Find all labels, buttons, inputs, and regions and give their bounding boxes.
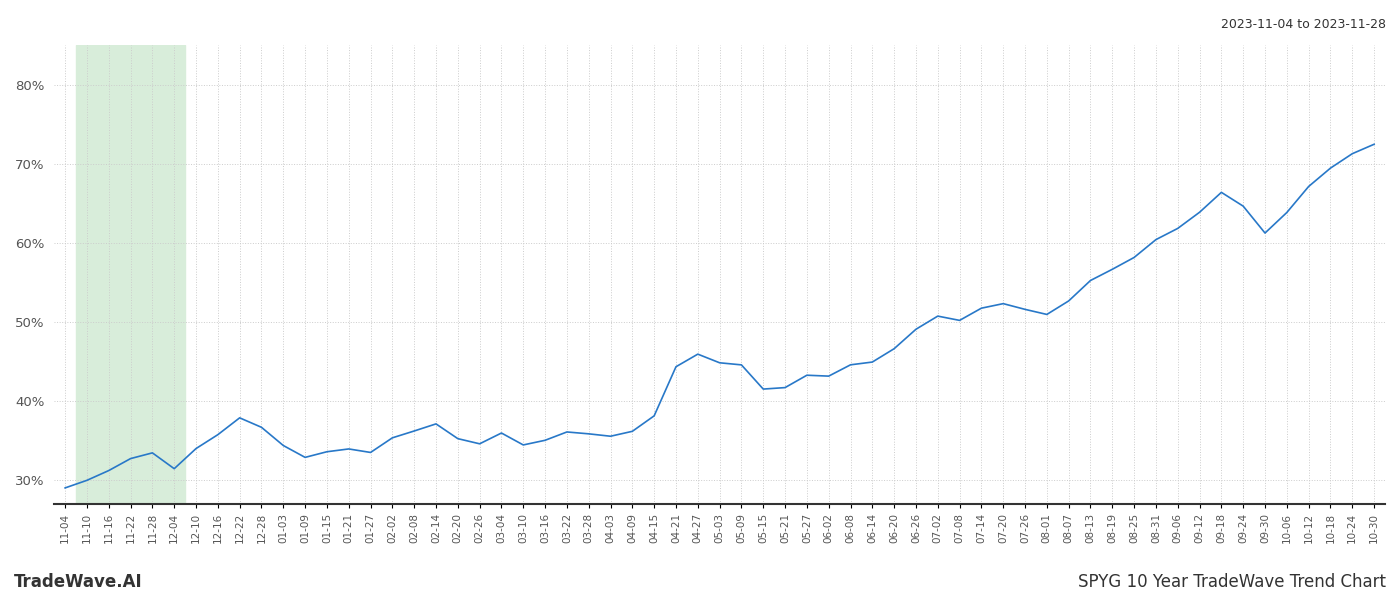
Text: SPYG 10 Year TradeWave Trend Chart: SPYG 10 Year TradeWave Trend Chart (1078, 573, 1386, 591)
Bar (76, 45, 185, 504)
Text: 2023-11-04 to 2023-11-28: 2023-11-04 to 2023-11-28 (1221, 18, 1386, 31)
Text: TradeWave.AI: TradeWave.AI (14, 573, 143, 591)
